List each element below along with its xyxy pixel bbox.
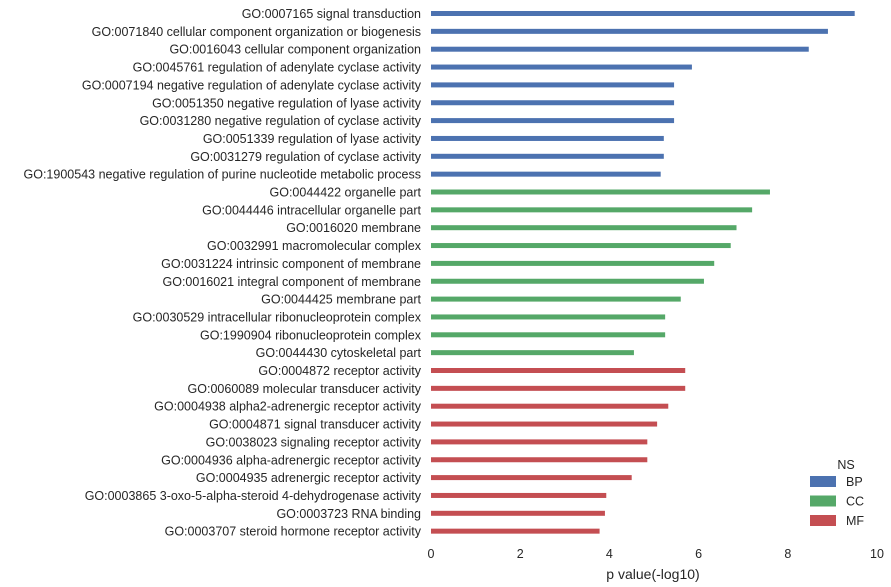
- category-label: GO:0051339 regulation of lyase activity: [203, 132, 422, 146]
- category-labels: GO:0007165 signal transduction GO:0071840…: [24, 7, 422, 539]
- category-label: GO:0031279 regulation of cyclase activit…: [190, 150, 421, 164]
- bar-bp-8: [431, 135, 664, 141]
- x-tick-label: 10: [870, 547, 884, 561]
- legend: NS BP CC MF: [810, 458, 864, 528]
- bar-bp-7: [431, 118, 675, 124]
- bar-bp-3: [431, 46, 809, 52]
- category-label: GO:0044446 intracellular organelle part: [202, 203, 421, 217]
- bar-bp-2: [431, 28, 828, 34]
- x-tick-label: 4: [606, 547, 613, 561]
- bar-cc-16: [431, 278, 704, 284]
- category-label: GO:0016020 membrane: [286, 221, 421, 235]
- bar-mf-24: [431, 421, 658, 427]
- bars-layer: [431, 11, 855, 534]
- bar-cc-11: [431, 189, 770, 195]
- x-tick-label: 0: [428, 547, 435, 561]
- category-label: GO:0004872 receptor activity: [258, 364, 421, 378]
- category-label: GO:0004936 alpha-adrenergic receptor act…: [161, 453, 422, 467]
- category-label: GO:0031224 intrinsic component of membra…: [161, 257, 421, 271]
- bar-cc-13: [431, 225, 737, 231]
- category-label: GO:0004938 alpha2-adrenergic receptor ac…: [154, 400, 422, 414]
- bar-cc-19: [431, 332, 666, 338]
- category-label: GO:0071840 cellular component organizati…: [92, 25, 421, 39]
- bar-bp-6: [431, 100, 675, 106]
- bar-mf-22: [431, 385, 686, 391]
- legend-swatch-mf: [810, 515, 836, 526]
- category-label: GO:0031280 negative regulation of cyclas…: [140, 114, 422, 128]
- category-label: GO:0004935 adrenergic receptor activity: [196, 471, 422, 485]
- bar-mf-30: [431, 528, 600, 534]
- bar-cc-18: [431, 314, 666, 320]
- category-label: GO:0004871 signal transducer activity: [209, 418, 422, 432]
- legend-label-cc: CC: [846, 495, 864, 509]
- x-tick-label: 8: [784, 547, 791, 561]
- category-label: GO:0060089 molecular transducer activity: [188, 382, 422, 396]
- category-label: GO:0016043 cellular component organizati…: [169, 43, 421, 57]
- x-tick-label: 2: [517, 547, 524, 561]
- bar-bp-4: [431, 64, 692, 70]
- bar-bp-9: [431, 153, 664, 159]
- legend-swatch-cc: [810, 495, 836, 507]
- category-label: GO:0038023 signaling receptor activity: [206, 435, 422, 449]
- category-label: GO:0030529 intracellular ribonucleoprote…: [133, 310, 422, 324]
- category-label: GO:0007165 signal transduction: [242, 7, 421, 21]
- category-label: GO:0044425 membrane part: [261, 293, 421, 307]
- category-label: GO:0007194 negative regulation of adenyl…: [82, 78, 422, 92]
- category-label: GO:0051350 negative regulation of lyase …: [152, 96, 422, 110]
- category-label: GO:1900543 negative regulation of purine…: [24, 168, 421, 182]
- bar-mf-28: [431, 492, 607, 498]
- bar-bp-10: [431, 171, 661, 177]
- bar-cc-12: [431, 207, 753, 213]
- bar-mf-21: [431, 368, 686, 373]
- bar-cc-14: [431, 243, 731, 249]
- bar-mf-27: [431, 475, 632, 481]
- category-label: GO:0045761 regulation of adenylate cycla…: [133, 61, 422, 75]
- bar-cc-17: [431, 296, 681, 302]
- category-label: GO:0003723 RNA binding: [276, 507, 421, 521]
- category-label: GO:0003707 steroid hormone receptor acti…: [165, 525, 422, 539]
- category-label: GO:0044430 cytoskeletal part: [256, 346, 422, 360]
- category-label: GO:0032991 macromolecular complex: [207, 239, 422, 253]
- legend-label-bp: BP: [846, 475, 863, 489]
- bar-mf-26: [431, 457, 648, 463]
- bar-mf-29: [431, 510, 605, 516]
- bar-bp-1: [431, 11, 855, 16]
- category-label: GO:0003865 3-oxo-5-alpha-steroid 4-dehyd…: [85, 489, 422, 503]
- bar-bp-5: [431, 82, 675, 88]
- bar-mf-23: [431, 403, 669, 409]
- legend-swatch-bp: [810, 476, 836, 487]
- x-tick-label: 6: [695, 547, 702, 561]
- category-label: GO:0016021 integral component of membran…: [163, 275, 422, 289]
- x-axis-title: p value(-log10): [606, 566, 699, 582]
- legend-label-mf: MF: [846, 514, 864, 528]
- x-axis: 0 2 4 6 8 10: [428, 547, 884, 561]
- category-label: GO:1990904 ribonucleoprotein complex: [200, 328, 422, 342]
- legend-title: NS: [837, 458, 854, 472]
- bar-cc-15: [431, 260, 715, 266]
- bar-mf-25: [431, 439, 648, 445]
- bar-cc-20: [431, 350, 634, 356]
- category-label: GO:0044422 organelle part: [270, 186, 422, 200]
